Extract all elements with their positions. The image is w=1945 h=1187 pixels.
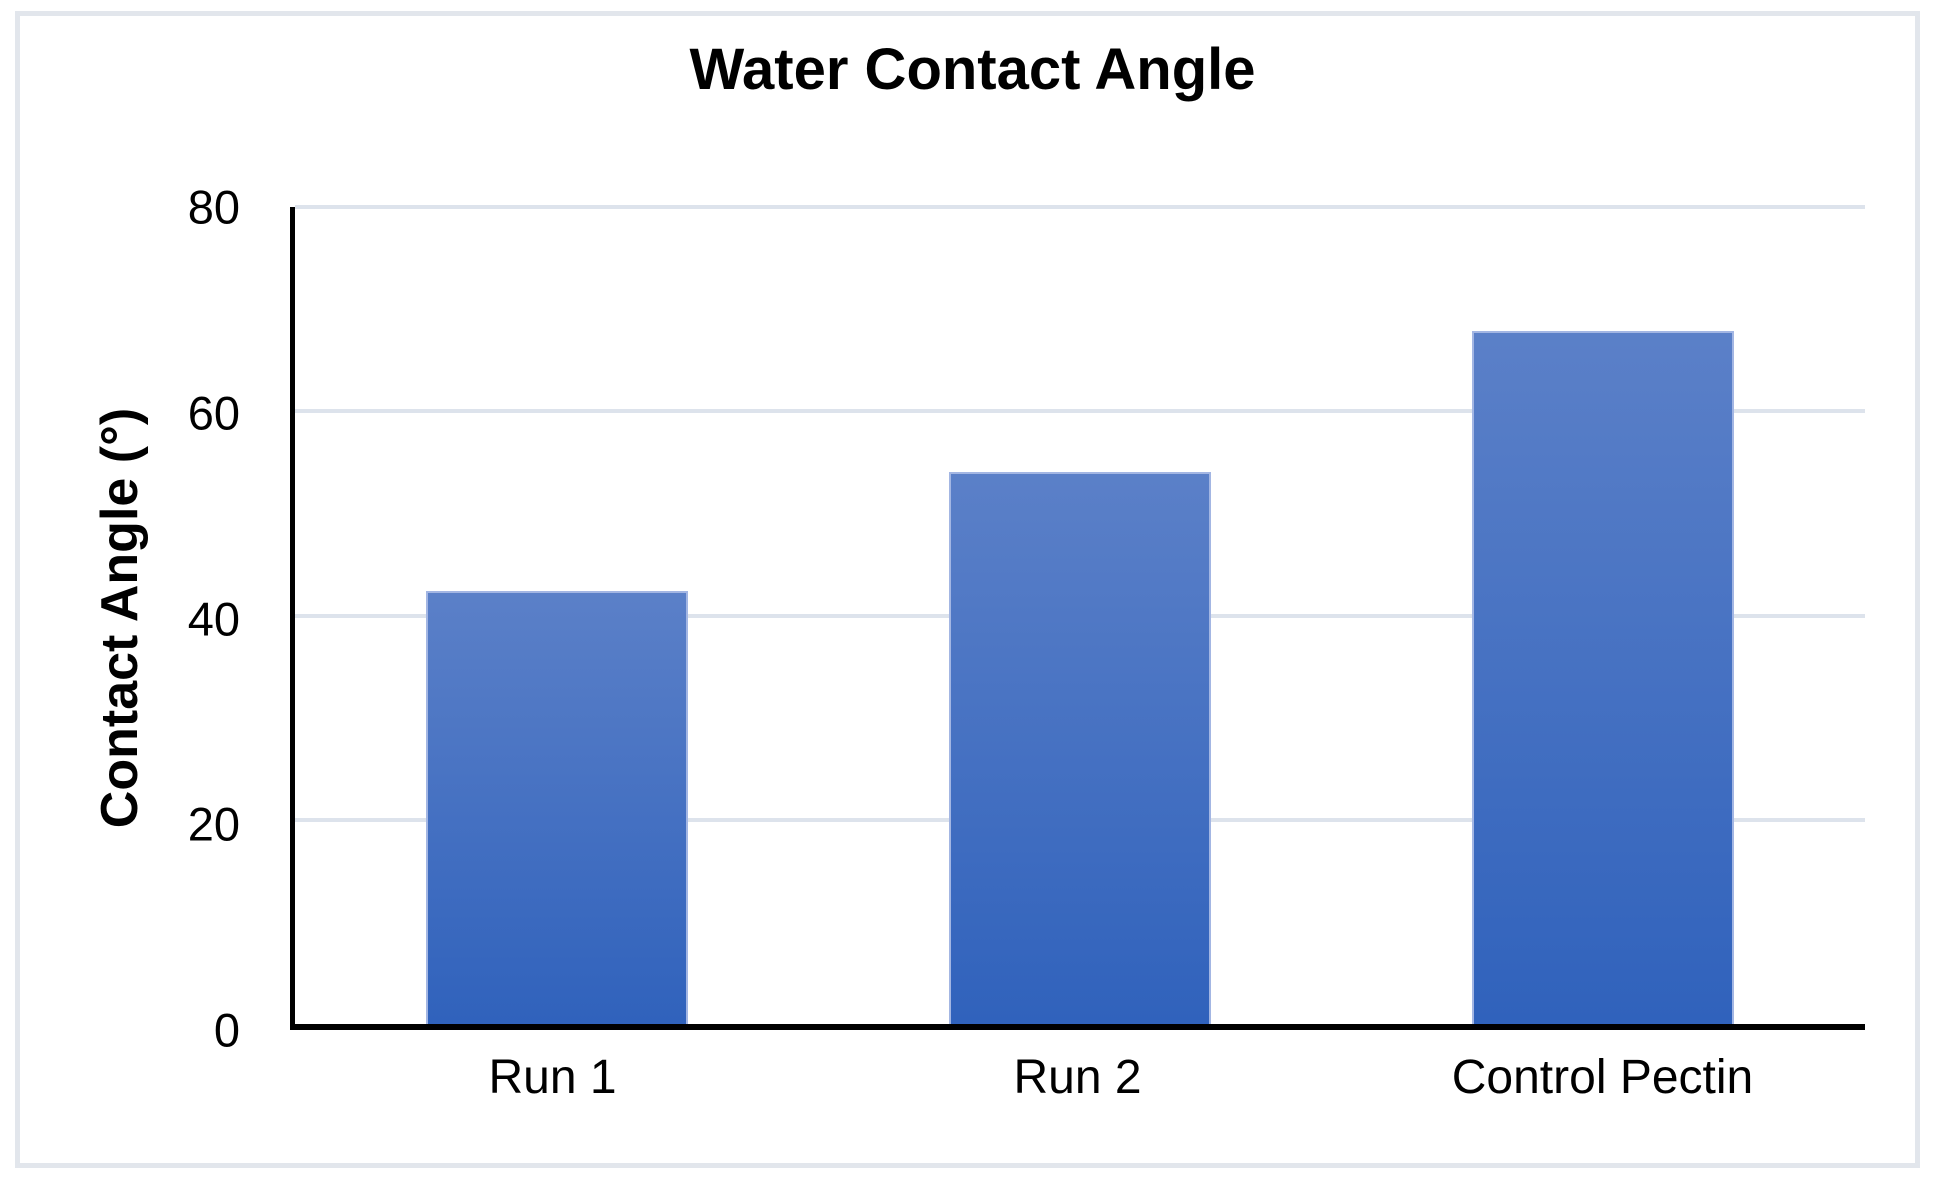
gridline-60 (295, 409, 1865, 414)
y-tick-label-60: 60 (187, 386, 240, 440)
x-tick-label-run-1: Run 1 (488, 1051, 617, 1104)
gridline-80 (295, 205, 1865, 209)
y-tick-label-0: 0 (213, 1003, 240, 1057)
chart-title: Water Contact Angle (689, 37, 1256, 102)
bar-run-1 (425, 591, 688, 1024)
x-tick-label-run-2: Run 2 (1013, 1051, 1142, 1104)
x-tick-label-control-pectin: Control Pectin (1451, 1051, 1754, 1104)
plot-area (290, 205, 1865, 1030)
y-tick-label-40: 40 (187, 592, 240, 645)
x-tick-labels: Run 1 Run 2 Control Pectin (290, 1050, 1865, 1105)
bars (295, 207, 1865, 1024)
y-tick-labels: 0 20 40 60 80 (0, 181, 240, 1057)
y-tick-label-20: 20 (187, 797, 240, 851)
bar-control-pectin (1472, 330, 1735, 1024)
y-tick-label-80: 80 (187, 180, 240, 234)
bar-run-2 (948, 471, 1211, 1024)
